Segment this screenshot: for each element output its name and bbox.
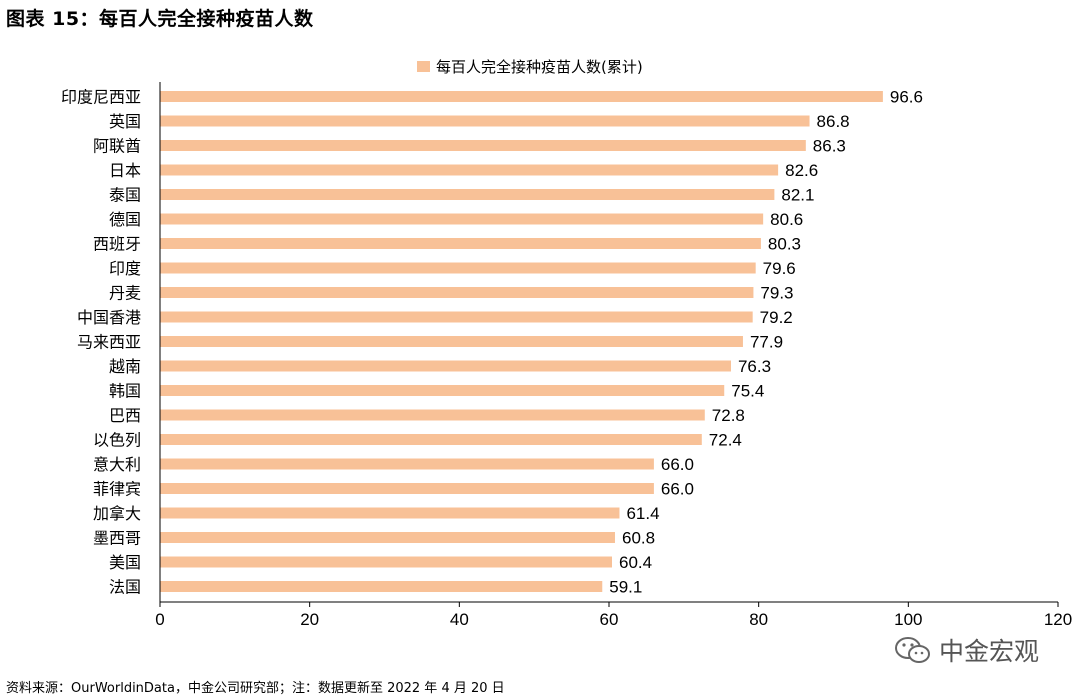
category-label: 韩国 <box>109 382 141 401</box>
category-label: 巴西 <box>109 406 141 425</box>
bar <box>160 556 612 568</box>
bar <box>160 483 654 494</box>
bar <box>160 91 883 102</box>
category-label: 美国 <box>109 553 141 572</box>
watermark: 中金宏观 <box>893 632 1039 668</box>
figure-title: 图表 15：每百人完全接种疫苗人数 <box>6 8 314 30</box>
x-tick-label: 100 <box>894 610 922 629</box>
bar <box>160 140 806 151</box>
category-label: 泰国 <box>109 186 141 205</box>
value-label: 96.6 <box>890 88 923 107</box>
value-label: 77.9 <box>750 333 783 352</box>
value-label: 79.3 <box>760 284 793 303</box>
category-label: 法国 <box>109 578 141 597</box>
category-label: 马来西亚 <box>77 333 141 352</box>
value-label: 59.1 <box>609 578 642 597</box>
category-label: 丹麦 <box>109 284 141 303</box>
x-tick-label: 0 <box>155 610 164 629</box>
value-label: 79.2 <box>760 308 793 327</box>
category-label: 墨西哥 <box>93 529 141 548</box>
value-label: 72.4 <box>709 431 742 450</box>
category-label: 西班牙 <box>93 235 141 254</box>
bar <box>160 360 731 372</box>
value-label: 86.3 <box>813 137 846 156</box>
category-label: 日本 <box>109 161 141 180</box>
bar <box>160 434 702 445</box>
x-tick-label: 80 <box>749 610 768 629</box>
bar <box>160 164 779 176</box>
bar <box>160 213 764 225</box>
bar <box>160 458 654 470</box>
bar <box>160 581 603 592</box>
category-label: 以色列 <box>93 431 141 450</box>
bar <box>160 115 810 127</box>
bar <box>160 385 725 396</box>
value-label: 75.4 <box>731 382 764 401</box>
bar <box>160 532 615 543</box>
x-tick-label: 20 <box>300 610 319 629</box>
value-label: 82.6 <box>785 161 818 180</box>
value-label: 66.0 <box>661 455 694 474</box>
bar <box>160 336 743 347</box>
bar <box>160 311 753 323</box>
bar-chart: 每百人完全接种疫苗人数(累计) 印度尼西亚 96.6 英国 86.8 阿联酋 86.3 日本 8… <box>61 58 1072 629</box>
category-label: 中国香港 <box>77 308 141 327</box>
category-label: 意大利 <box>93 455 141 474</box>
category-label: 阿联酋 <box>93 137 141 156</box>
wechat-icon <box>895 637 930 663</box>
bar <box>160 409 705 421</box>
value-label: 72.8 <box>712 406 745 425</box>
value-label: 61.4 <box>626 504 659 523</box>
value-label: 80.3 <box>768 235 801 254</box>
watermark-text: 中金宏观 <box>939 637 1040 666</box>
category-label: 菲律宾 <box>93 480 141 499</box>
value-label: 60.8 <box>622 529 655 548</box>
value-label: 60.4 <box>619 553 652 572</box>
value-label: 82.1 <box>781 186 814 205</box>
source-note: 资料来源：OurWorldinData，中金公司研究部；注：数据更新至 2022… <box>6 681 505 696</box>
bar <box>160 507 620 519</box>
value-label: 66.0 <box>661 480 694 499</box>
x-tick-label: 120 <box>1044 610 1072 629</box>
category-label: 越南 <box>109 357 141 376</box>
legend-label: 每百人完全接种疫苗人数(累计) <box>436 58 643 76</box>
category-label: 印度 <box>109 259 141 278</box>
category-label: 德国 <box>109 210 141 229</box>
value-label: 76.3 <box>738 357 771 376</box>
category-label: 加拿大 <box>93 504 141 523</box>
legend-swatch <box>417 61 430 72</box>
bar <box>160 262 756 274</box>
value-label: 86.8 <box>817 112 850 131</box>
value-label: 80.6 <box>770 210 803 229</box>
category-label: 印度尼西亚 <box>61 88 141 107</box>
x-tick-label: 60 <box>600 610 619 629</box>
bar <box>160 287 754 298</box>
bar <box>160 238 761 249</box>
category-label: 英国 <box>109 112 141 131</box>
bar <box>160 189 775 200</box>
value-label: 79.6 <box>763 259 796 278</box>
x-tick-label: 40 <box>450 610 469 629</box>
